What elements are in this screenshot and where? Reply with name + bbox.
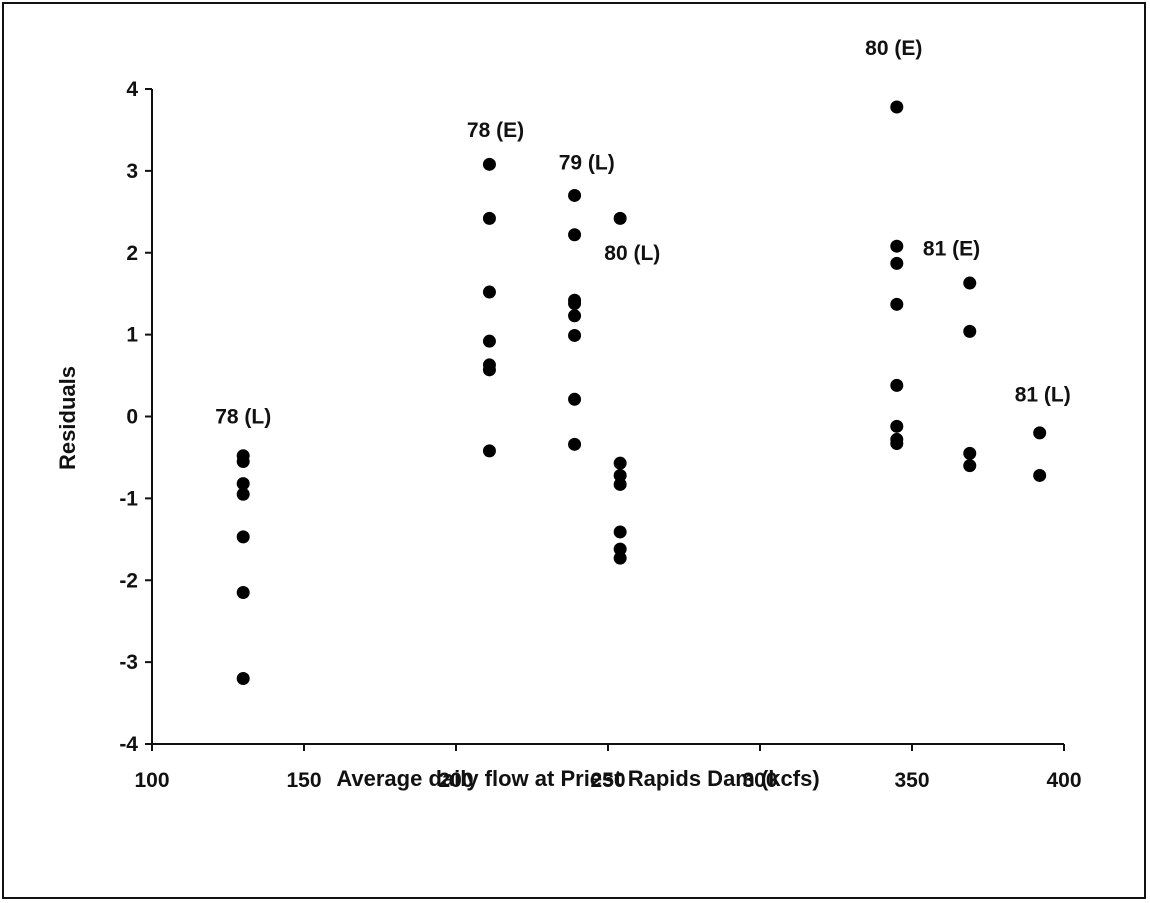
x-tick-label: 200 [438,769,473,792]
data-point [890,256,904,270]
data-points [236,100,1047,685]
data-point [482,285,496,299]
tick-labels: -4 -3 -2 -1 0 1 2 3 4 100 150 200 250 300 350 400 [119,78,1081,792]
group-label: 81 (L) [1015,383,1071,406]
data-point [568,328,582,342]
data-point [890,378,904,392]
data-point [568,392,582,406]
data-point [613,456,627,470]
data-point [963,446,977,460]
data-point [890,100,904,114]
data-point [568,437,582,451]
axes [145,88,1065,751]
y-tick-label: 4 [126,78,138,101]
data-point [482,211,496,225]
data-point [613,551,627,565]
y-tick-label: -3 [119,651,138,674]
x-tick-label: 250 [590,769,625,792]
x-tick-label: 350 [894,769,929,792]
data-point [236,672,250,685]
data-point [613,211,627,225]
y-axis-title: Residuals [55,366,80,470]
y-tick-label: 0 [126,406,138,429]
x-tick-label: 400 [1046,769,1081,792]
data-point [236,586,250,600]
data-point [963,276,977,290]
group-label: 78 (L) [215,406,271,429]
x-tick-label: 150 [286,769,321,792]
data-point [963,324,977,338]
data-point [482,334,496,348]
data-point [963,459,977,473]
y-tick-label: -1 [119,487,138,510]
data-point [890,437,904,451]
y-tick-label: 2 [126,242,138,265]
data-point [568,228,582,242]
data-point [1033,468,1047,482]
data-point [568,297,582,311]
group-labels: 78 (L) 78 (E) 79 (L) 80 (L) 80 (E) 81 (E) 81 (… [215,37,1071,428]
y-tick-label: 3 [126,160,138,183]
group-label: 80 (L) [604,242,660,265]
x-tick-label: 100 [134,769,169,792]
data-point [568,188,582,202]
group-label: 78 (E) [467,119,524,142]
data-point [890,297,904,311]
data-point [482,363,496,377]
data-point [236,530,250,544]
data-point [890,239,904,253]
y-tick-label: -4 [119,733,138,756]
data-point [236,487,250,501]
data-point [482,157,496,171]
group-label: 79 (L) [559,152,615,175]
data-point [236,477,250,491]
data-point [613,542,627,556]
y-tick-label: -2 [119,569,138,592]
group-label: 81 (E) [923,238,980,261]
group-label: 80 (E) [865,37,922,60]
x-tick-label: 300 [742,769,777,792]
data-point [613,468,627,482]
data-point [613,477,627,491]
x-axis-title: Average daily flow at Priest Rapids Dam … [336,766,819,791]
data-point [236,455,250,469]
data-point [890,419,904,433]
data-point [568,309,582,323]
data-point [613,525,627,539]
data-point [1033,426,1047,440]
y-tick-label: 1 [126,324,138,347]
data-point [482,444,496,458]
